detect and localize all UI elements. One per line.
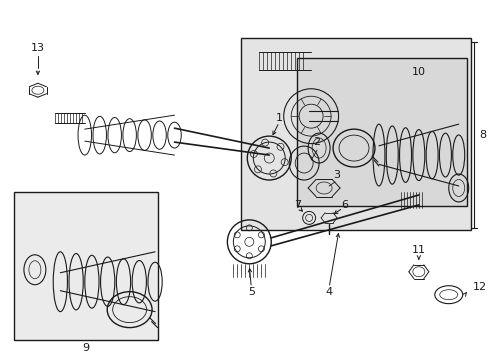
- Text: 7: 7: [293, 200, 300, 210]
- Text: 2: 2: [313, 137, 320, 147]
- Bar: [14, 192, 157, 339]
- Text: 11: 11: [411, 245, 425, 255]
- Bar: [297, 58, 466, 206]
- Text: 3: 3: [333, 170, 340, 180]
- Text: 1: 1: [275, 113, 282, 123]
- Text: 10: 10: [411, 67, 425, 77]
- Text: 9: 9: [82, 342, 89, 352]
- Text: 5: 5: [247, 287, 254, 297]
- Text: 13: 13: [31, 43, 45, 53]
- Text: 12: 12: [472, 282, 486, 292]
- Text: 4: 4: [325, 287, 332, 297]
- Bar: [241, 39, 470, 230]
- Text: 8: 8: [479, 130, 486, 140]
- Text: 6: 6: [341, 200, 348, 210]
